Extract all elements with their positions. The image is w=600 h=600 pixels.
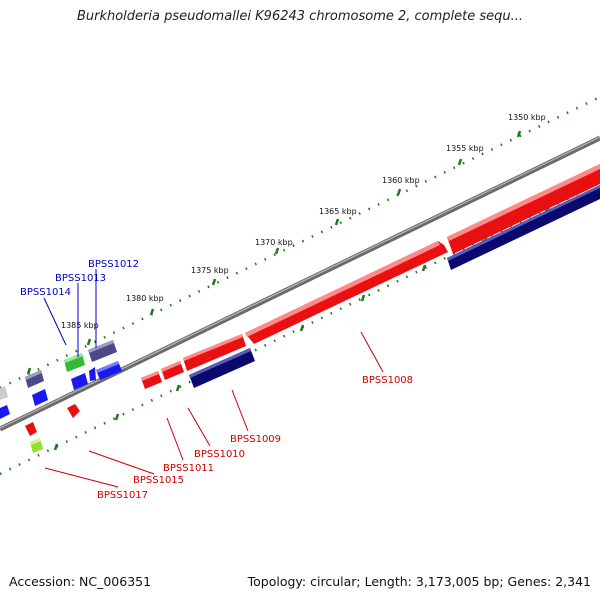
scale-label-1380: 1380 kbp <box>126 294 164 303</box>
gene-bpss1016[interactable] <box>25 422 37 436</box>
gene-bpss1009[interactable] <box>183 334 246 371</box>
scale-label-1365: 1365 kbp <box>319 207 357 216</box>
leader-lines <box>43 269 384 488</box>
gene-slate-small[interactable] <box>25 370 44 388</box>
upper-gene-labels: BPSS1012 BPSS1013 BPSS1014 <box>20 259 139 298</box>
scale-label-1375: 1375 kbp <box>191 266 229 275</box>
gene-bpss1013[interactable] <box>89 361 122 381</box>
topology-summary: Topology: circular; Length: 3,173,005 bp… <box>247 574 591 589</box>
label-bpss1013[interactable]: BPSS1013 <box>55 273 106 284</box>
gene-blue-small-c[interactable] <box>0 405 10 419</box>
scale-label-1370: 1370 kbp <box>255 238 293 247</box>
map-title: Burkholderia pseudomallei K96243 chromos… <box>76 9 524 24</box>
gene-navy-reverse[interactable] <box>189 185 600 388</box>
gene-bpss1012[interactable] <box>88 340 117 362</box>
outer-major-ticks <box>26 130 522 375</box>
gene-bpss1015[interactable] <box>67 404 80 418</box>
scale-label-1355: 1355 kbp <box>446 144 484 153</box>
chromosome-backbone <box>0 135 600 432</box>
gene-blue-small-a[interactable] <box>71 373 88 390</box>
gene-blue-small-b[interactable] <box>32 389 48 406</box>
lower-gene-labels: BPSS1008 BPSS1009 BPSS1010 BPSS1011 BPSS… <box>97 375 413 501</box>
scale-label-1350: 1350 kbp <box>508 113 546 122</box>
label-bpss1014[interactable]: BPSS1014 <box>20 287 71 298</box>
scale-label-1360: 1360 kbp <box>382 176 420 185</box>
scale-label-1385: 1385 kbp <box>61 321 99 330</box>
gene-bpss1008[interactable] <box>245 164 600 344</box>
label-bpss1017[interactable]: BPSS1017 <box>97 490 148 501</box>
label-bpss1015[interactable]: BPSS1015 <box>133 475 184 486</box>
gene-bpss1010[interactable] <box>161 361 184 380</box>
outer-tick-dots <box>0 95 600 390</box>
label-bpss1009[interactable]: BPSS1009 <box>230 434 281 445</box>
label-bpss1008[interactable]: BPSS1008 <box>362 375 413 386</box>
label-bpss1010[interactable]: BPSS1010 <box>194 449 245 460</box>
gene-bpss1017[interactable] <box>30 438 43 453</box>
gene-gray-small[interactable] <box>0 386 8 400</box>
label-bpss1011[interactable]: BPSS1011 <box>163 463 214 474</box>
outer-scale-track <box>0 95 600 390</box>
accession-text: Accession: NC_006351 <box>9 574 152 589</box>
gene-bpss1011[interactable] <box>141 371 162 389</box>
scale-labels: 1350 kbp 1355 kbp 1360 kbp 1365 kbp 1370… <box>61 113 546 330</box>
label-bpss1012[interactable]: BPSS1012 <box>88 259 139 270</box>
